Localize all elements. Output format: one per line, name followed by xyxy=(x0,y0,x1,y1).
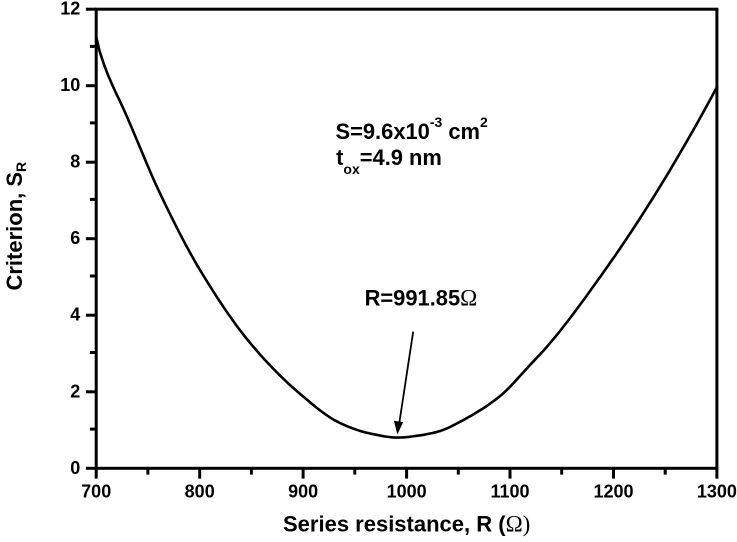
svg-text:6: 6 xyxy=(70,228,80,248)
svg-text:1000: 1000 xyxy=(387,482,427,502)
svg-text:1200: 1200 xyxy=(593,482,633,502)
svg-text:2: 2 xyxy=(70,381,80,401)
svg-text:8: 8 xyxy=(70,152,80,172)
svg-text:R=991.85Ω: R=991.85Ω xyxy=(365,286,478,311)
svg-text:Series resistance, R (Ω): Series resistance, R (Ω) xyxy=(283,512,530,537)
svg-text:1100: 1100 xyxy=(490,482,529,502)
svg-text:10: 10 xyxy=(60,75,80,95)
svg-text:Criterion, SR: Criterion, SR xyxy=(2,162,29,291)
svg-text:4: 4 xyxy=(70,305,80,325)
svg-text:800: 800 xyxy=(185,482,215,502)
svg-text:700: 700 xyxy=(81,482,111,502)
svg-text:1300: 1300 xyxy=(697,482,737,502)
svg-text:900: 900 xyxy=(288,482,318,502)
svg-text:S=9.6x10-3 cm2: S=9.6x10-3 cm2 xyxy=(336,114,489,144)
svg-text:0: 0 xyxy=(70,458,80,478)
svg-text:12: 12 xyxy=(60,0,80,19)
